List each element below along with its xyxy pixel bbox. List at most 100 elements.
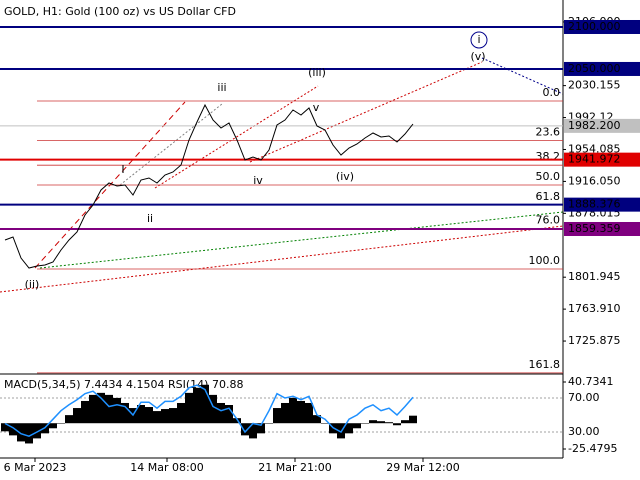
macd-bar	[9, 423, 17, 436]
price-box-label: 1941.972	[568, 153, 621, 166]
macd-bar	[297, 400, 305, 424]
fib-label: 23.6	[536, 126, 561, 139]
macd-bar	[161, 409, 169, 424]
macd-bar	[249, 423, 257, 439]
wave-label: ii	[147, 212, 153, 225]
y-tick-label: 40.7341	[568, 375, 614, 388]
macd-bar	[1, 423, 9, 432]
wave-label: iv	[253, 174, 263, 187]
fib-label: 76.0	[536, 214, 561, 227]
price-box-label: 1859.359	[568, 222, 621, 235]
macd-bar	[65, 415, 73, 424]
macd-bar	[257, 423, 265, 434]
macd-bar	[233, 418, 241, 424]
wave-label: iii	[217, 81, 226, 94]
macd-bar	[241, 423, 249, 436]
macd-bar	[49, 423, 57, 429]
x-tick-label: 21 Mar 21:00	[258, 461, 331, 474]
price-box	[564, 152, 640, 167]
wave-label: i	[477, 33, 480, 46]
wave-label: (iii)	[308, 66, 326, 79]
wave-label: v	[313, 101, 320, 114]
fib-label: 0.0	[543, 86, 561, 99]
macd-bar	[193, 387, 201, 424]
y-tick-label: 1954.085	[568, 142, 621, 155]
macd-bar	[353, 423, 361, 429]
wave-label: (ii)	[25, 278, 40, 291]
macd-bar	[57, 423, 65, 424]
trend-line	[481, 57, 564, 95]
price-box-label: 1982.200	[568, 119, 621, 132]
macd-bar	[313, 415, 321, 424]
macd-bar	[73, 408, 81, 424]
macd-bar	[89, 394, 97, 424]
macd-bar	[81, 400, 89, 424]
macd-bar	[177, 402, 185, 424]
wave-label: (v)	[470, 50, 485, 63]
macd-bar	[393, 423, 401, 426]
y-tick-label: 1801.945	[568, 270, 621, 283]
wave-circle	[470, 31, 488, 49]
chart-title: GOLD, H1: Gold (100 oz) vs US Dollar CFD	[4, 5, 236, 18]
macd-bar	[33, 423, 41, 439]
macd-bar	[409, 415, 417, 424]
macd-bar	[185, 392, 193, 424]
macd-bar	[377, 421, 385, 424]
price-box-label: 2050.000	[568, 62, 621, 75]
macd-bar	[105, 394, 113, 424]
macd-bar	[113, 397, 121, 424]
macd-bar	[345, 423, 353, 434]
indicator-title: MACD(5,34,5) 7.4434 4.1504 RSI(14) 70.88	[4, 378, 243, 391]
macd-bar	[169, 408, 177, 424]
rsi-line	[4, 384, 414, 438]
fib-label: 100.0	[529, 254, 561, 267]
trend-line	[154, 85, 319, 189]
macd-bar	[97, 392, 105, 424]
macd-bar	[153, 411, 161, 424]
price-box-label: 1888.376	[568, 198, 621, 211]
price-box	[564, 197, 640, 212]
price-box	[564, 118, 640, 133]
y-tick-label: 1916.050	[568, 174, 621, 187]
macd-bar	[17, 423, 25, 442]
macd-bar	[265, 423, 273, 424]
macd-bar	[145, 407, 153, 424]
macd-bar	[361, 423, 369, 424]
macd-bar	[401, 420, 409, 424]
macd-bar	[137, 405, 145, 424]
x-tick-label: 14 Mar 08:00	[130, 461, 203, 474]
price-box-label: 2100.000	[568, 20, 621, 33]
price-box	[564, 221, 640, 236]
macd-bar	[289, 397, 297, 424]
wave-label: (iv)	[336, 170, 354, 183]
macd-bar	[121, 402, 129, 424]
y-tick-label: 1725.875	[568, 334, 621, 347]
price-box	[564, 19, 640, 34]
macd-bar	[201, 384, 209, 424]
macd-bar	[321, 423, 329, 424]
wave-label: I	[121, 163, 124, 176]
y-tick-label: 2030.155	[568, 79, 621, 92]
x-tick-label: 29 Mar 12:00	[386, 461, 459, 474]
trend-line	[0, 225, 564, 293]
fib-label: 50.0	[536, 170, 561, 183]
y-tick-label: 1763.910	[568, 302, 621, 315]
y2-tick-label: 30.00	[568, 425, 600, 438]
x-tick-label: 6 Mar 2023	[4, 461, 67, 474]
trend-line	[119, 103, 223, 186]
price-line	[4, 103, 414, 269]
macd-bar	[385, 422, 393, 424]
fib-label: 161.8	[529, 358, 561, 371]
macd-bar	[369, 420, 377, 424]
macd-bar	[305, 402, 313, 424]
macd-bar	[273, 408, 281, 424]
price-box	[564, 61, 640, 76]
macd-bar	[225, 405, 233, 424]
y2-tick-label: 70.00	[568, 391, 600, 404]
macd-bar	[217, 402, 225, 424]
fib-label: 38.2	[536, 150, 561, 163]
macd-bar	[25, 423, 33, 444]
macd-bar	[281, 402, 289, 424]
y-tick-label: -25.4795	[568, 442, 617, 455]
